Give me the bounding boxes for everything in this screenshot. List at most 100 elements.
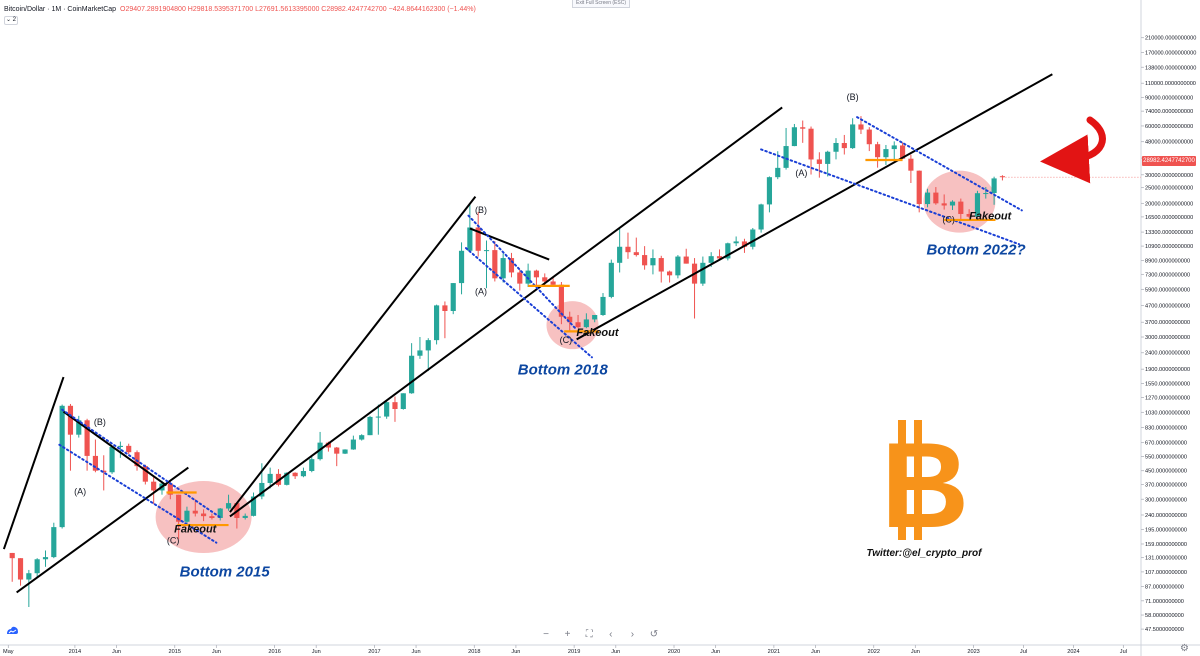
candle [700,256,706,286]
candle [949,200,956,210]
candle [658,255,664,283]
candle-body [658,258,664,272]
candle-body [800,127,806,129]
x-tick-label: Jun [911,649,920,655]
wave-label: (C) [942,215,955,225]
trendline [62,410,168,487]
candle-body [167,483,173,495]
candle [783,127,789,170]
y-tick-label: 550.0000000000 [1145,455,1187,461]
scroll-right-button[interactable]: › [630,629,635,640]
candle-body [642,255,648,266]
candle-body [567,316,573,323]
fullscreen-button[interactable]: ⛶ [585,629,593,640]
candle-body [550,281,556,285]
candle-body [334,447,340,454]
candle-body [916,170,922,205]
y-tick-label: 30000.0000000000 [1145,173,1193,179]
y-tick-label: 87.0000000000 [1145,584,1184,590]
candle-body [750,229,756,247]
x-tick-label: 2021 [768,649,780,655]
candle [51,522,57,559]
candle-body [59,405,65,528]
x-tick-label: 2024 [1067,649,1079,655]
candle-body [126,445,132,453]
reset-chart-button[interactable]: ↺ [649,629,659,640]
candle-body [109,446,115,473]
candle-body [367,416,373,436]
candle-body [666,271,673,276]
zoom-out-button[interactable]: − [543,629,549,640]
candle-body [84,420,90,456]
candle [883,144,889,165]
candle [908,154,914,183]
y-tick-label: 90000.0000000000 [1145,95,1193,101]
exit-fullscreen-button[interactable]: Exit Full Screen (ESC) [572,0,630,8]
candle [691,258,698,319]
candle [300,467,307,478]
y-tick-label: 159.0000000000 [1145,542,1187,548]
candle [217,507,223,521]
x-tick-label: Jun [511,649,520,655]
candle-body [958,201,964,214]
candle-body [508,258,515,273]
candle [875,141,881,168]
candle-body [292,472,298,477]
candle-body [350,439,356,450]
candle [650,249,656,275]
current-price-tag: 28982.4247742700 [1142,156,1196,166]
candle-body [417,350,423,356]
channel-line [856,116,1023,212]
candle-body [242,515,248,518]
candle-body [933,192,939,204]
candle [201,509,207,522]
fakeout-annotation: Fakeout [576,327,620,339]
wave-label: (B) [847,92,859,102]
candle-body [600,296,606,316]
candle [508,252,515,278]
candle [991,176,997,205]
candle-body [492,250,498,279]
candle-body [575,322,581,328]
candle-body [908,158,914,171]
y-tick-label: 4700.0000000000 [1145,303,1190,309]
candle-body [983,193,989,195]
candle [800,120,806,143]
gear-icon[interactable]: ⚙ [1180,643,1189,654]
zoom-in-button[interactable]: + [564,629,571,640]
candle [525,263,531,288]
candle [850,118,856,149]
y-tick-label: 10900.0000000000 [1145,244,1193,250]
candle-body [42,557,49,560]
candle-body [592,315,598,320]
trendline [16,466,189,594]
x-tick-label: May [3,649,14,655]
candle-body [217,508,223,518]
candle-body [533,270,540,278]
candle-body [883,149,889,158]
candle [633,237,639,257]
candle [966,209,972,218]
candle [492,241,498,282]
candle-body [758,204,764,230]
collapse-indicators-button[interactable]: ⌄ 2 [4,16,18,25]
candle [42,550,49,567]
twitter-credit: Twitter:@el_crypto_prof [867,548,984,559]
btc-bar [898,420,906,540]
scroll-left-button[interactable]: ‹ [609,629,613,640]
btc-letter: B [881,417,969,553]
y-tick-label: 830.0000000000 [1145,426,1187,432]
trendline [229,196,477,513]
candle-body [542,277,548,282]
candle [142,464,148,485]
candle-body [134,452,140,467]
candle [833,138,839,160]
wave-label: (B) [475,205,487,215]
candle [916,170,922,213]
y-tick-label: 71.0000000000 [1145,599,1184,605]
candle [317,431,323,461]
tradingview-logo-icon[interactable] [6,625,19,636]
x-tick-label: Jul [1120,649,1127,655]
candle [34,558,40,579]
trendline [229,106,783,518]
